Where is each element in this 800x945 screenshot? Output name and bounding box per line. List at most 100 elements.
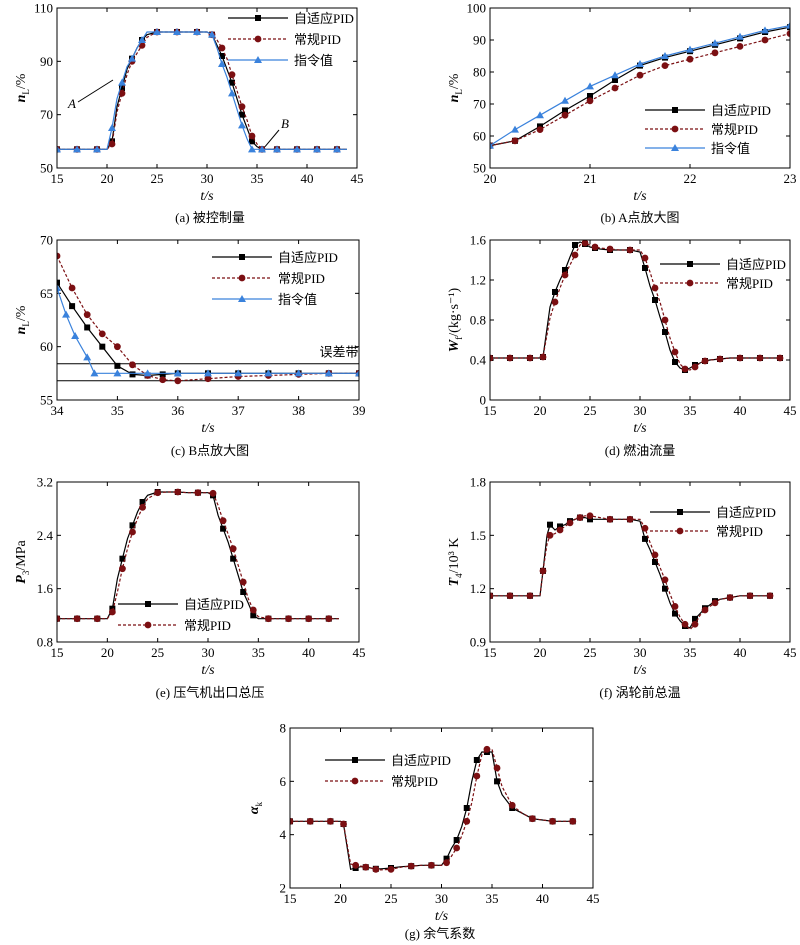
legend-label: 自适应PID: [184, 597, 244, 612]
legend-label: 常规PID: [711, 122, 758, 137]
data-point-conventional: [606, 245, 614, 253]
data-point-adaptive: [572, 242, 578, 248]
x-tick-label: 21: [584, 171, 597, 186]
y-axis-label: T4/10³ K: [447, 538, 464, 587]
y-tick-label: 70: [40, 107, 53, 122]
y-tick-label: 65: [40, 286, 53, 301]
series-line-conventional: [57, 491, 339, 620]
y-tick-label: 0.9: [470, 635, 486, 650]
data-point-adaptive: [562, 267, 568, 273]
data-point-conventional: [549, 817, 556, 825]
x-axis-label: t/s: [435, 909, 449, 924]
chart-c: 34 35 36 37 38 39 55 60 65 70 误差带 t/s nL/% (c) B点放大图 自…: [14, 233, 366, 459]
data-point-conventional: [561, 271, 569, 279]
data-point-adaptive: [239, 111, 245, 118]
data-point-conventional: [428, 861, 435, 869]
legend: 自适应PID 常规PID: [660, 257, 786, 291]
series-line-conventional: [57, 31, 347, 150]
data-point-adaptive: [139, 499, 146, 505]
series-line-command: [57, 31, 347, 150]
x-axis-label: t/s: [633, 421, 647, 436]
series-group: [57, 28, 347, 153]
data-point-conventional: [119, 565, 126, 573]
x-tick-label: 20: [484, 171, 497, 186]
chart-caption: (b) A点放大图: [600, 210, 679, 225]
data-point-adaptive: [612, 77, 618, 83]
data-point-adaptive: [587, 516, 593, 523]
legend: 自适应PID 常规PID: [325, 753, 451, 789]
data-point-conventional: [641, 254, 649, 262]
data-point-conventional: [561, 111, 569, 119]
data-point-command: [273, 145, 281, 153]
data-point-conventional: [229, 545, 237, 553]
x-axis-label: t/s: [201, 421, 215, 436]
legend-label: 自适应PID: [716, 505, 776, 520]
data-point-conventional: [98, 330, 106, 338]
plot-frame: [489, 239, 791, 401]
y-axis-label: αk: [247, 801, 264, 814]
data-point-adaptive: [240, 589, 247, 595]
series-group: [57, 252, 359, 385]
y-tick-label: 110: [34, 1, 53, 16]
chart-caption: (g) 余气系数: [405, 926, 475, 941]
data-point-command: [138, 36, 146, 43]
series-group: [290, 745, 577, 873]
plot-frame: [56, 239, 360, 401]
data-point-adaptive: [642, 265, 648, 271]
y-tick-label: 1.6: [37, 581, 54, 596]
data-point-command: [83, 353, 92, 361]
data-point-conventional: [285, 615, 292, 623]
data-point-command: [234, 369, 243, 377]
data-point-conventional: [154, 489, 162, 497]
data-point-conventional: [218, 44, 226, 52]
data-point-conventional: [626, 515, 634, 523]
x-tick-label: 36: [171, 403, 185, 418]
x-tick-label: 35: [486, 891, 499, 906]
data-point-conventional: [571, 251, 579, 259]
x-tick-label: 38: [292, 403, 305, 418]
chart-caption: (d) 燃油流量: [605, 443, 675, 458]
data-point-command: [71, 332, 80, 339]
data-point-conventional: [483, 745, 491, 753]
data-point-adaptive: [250, 612, 257, 619]
y-axis-label: Wf/(kg·s⁻¹): [447, 287, 464, 352]
data-point-conventional: [194, 489, 202, 497]
data-point-conventional: [529, 815, 536, 823]
chart-f: 15 20 25 30 35 40 45 0.9 1.2 1.5 1.8 t/s T4/10³ K (f)…: [447, 475, 797, 701]
data-point-conventional: [209, 489, 217, 497]
series-group: [490, 512, 774, 631]
legend-marker-adaptive: [255, 15, 261, 21]
y-tick-label: 2.4: [37, 528, 54, 543]
data-point-conventional: [265, 615, 272, 623]
y-tick-label: 50: [40, 161, 53, 176]
data-point-conventional: [641, 524, 649, 532]
data-point-conventional: [473, 772, 481, 780]
legend-label: 自适应PID: [711, 103, 771, 118]
data-point-conventional: [539, 567, 547, 575]
data-point-command: [118, 78, 126, 86]
data-point-conventional: [490, 354, 494, 362]
data-point-conventional: [701, 357, 709, 365]
data-point-conventional: [108, 608, 116, 616]
data-point-conventional: [372, 865, 380, 873]
data-point-adaptive: [463, 805, 470, 811]
data-point-conventional: [556, 526, 564, 534]
data-point-conventional: [57, 252, 61, 260]
x-tick-label: 25: [584, 403, 597, 418]
data-point-adaptive: [159, 371, 166, 378]
data-point-command: [611, 71, 619, 79]
data-point-conventional: [139, 503, 146, 511]
data-point-conventional: [506, 592, 514, 600]
legend-marker-adaptive: [239, 254, 245, 260]
data-point-conventional: [736, 354, 744, 362]
data-point-conventional: [736, 43, 744, 50]
data-point-command: [786, 21, 790, 29]
data-point-conventional: [776, 354, 784, 362]
data-point-conventional: [539, 353, 547, 361]
series-line-adaptive: [290, 751, 573, 871]
data-point-conventional: [606, 515, 614, 523]
data-point-conventional: [174, 377, 182, 385]
legend-label: 自适应PID: [278, 250, 338, 265]
data-point-adaptive: [219, 53, 225, 59]
